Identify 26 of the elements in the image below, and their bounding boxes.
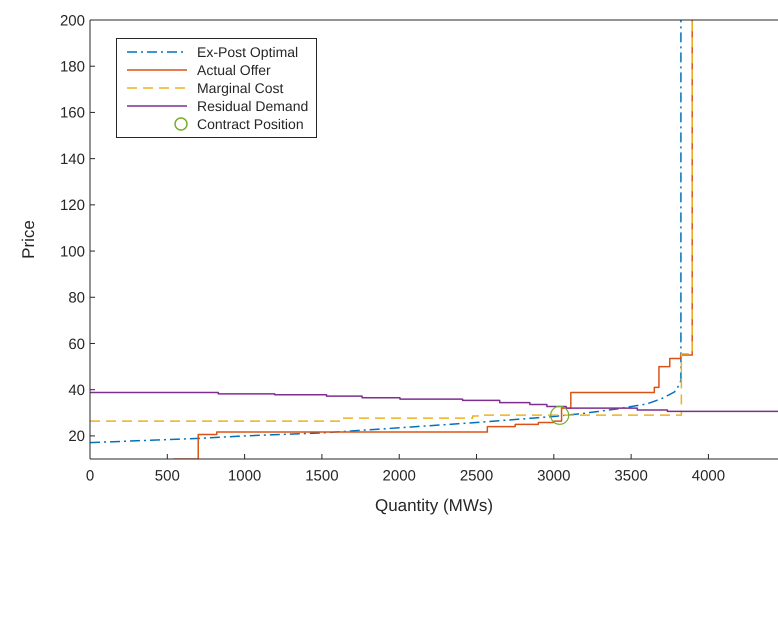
x-tick-label: 3000 [537, 468, 571, 485]
x-tick-label: 4000 [692, 468, 726, 485]
x-tick-label: 500 [154, 468, 180, 485]
x-axis-title: Quantity (MWs) [374, 496, 494, 515]
x-tick-label: 2000 [382, 468, 416, 485]
y-tick-label: 200 [60, 12, 85, 30]
x-tick-label: 3500 [614, 468, 648, 485]
legend-label: Marginal Cost [197, 80, 284, 96]
y-tick-label: 120 [60, 197, 85, 214]
legend-label: Residual Demand [197, 98, 308, 114]
y-tick-label: 80 [68, 290, 85, 307]
x-tick-label: 1500 [305, 468, 339, 485]
legend-label: Contract Position [197, 116, 304, 132]
x-tick-label: 0 [86, 468, 94, 485]
y-tick-label: 40 [68, 382, 85, 400]
y-tick-label: 160 [60, 104, 85, 122]
y-tick-label: 20 [68, 428, 85, 446]
x-tick-label: 2500 [460, 468, 494, 485]
y-tick-label: 60 [68, 336, 85, 353]
legend-label: Ex-Post Optimal [197, 44, 298, 60]
y-tick-label: 100 [60, 243, 85, 260]
y-axis-title: Price [19, 220, 38, 259]
y-tick-label: 140 [60, 150, 85, 168]
legend-label: Actual Offer [197, 62, 271, 78]
x-tick-label: 1000 [228, 468, 262, 485]
y-tick-label: 180 [60, 58, 85, 76]
